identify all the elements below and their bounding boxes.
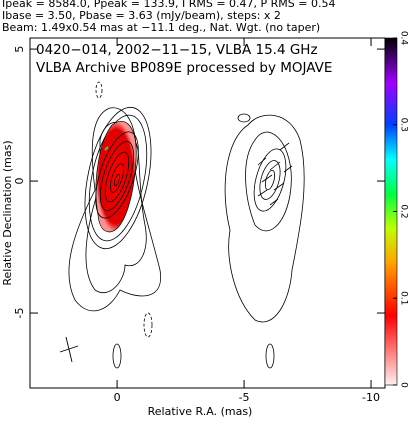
plot-frame [29,37,386,389]
chart-subtitle: VLBA Archive BP089E processed by MOJAVE [36,60,332,76]
colorbar-tick-label: 0.1 [399,291,409,305]
colorbar-tick-label: 0.3 [399,118,409,132]
x-tick-label: -5 [239,391,250,404]
contour-map [59,81,305,369]
x-tick-label: -10 [362,391,380,404]
y-tick-label: 5 [13,46,26,53]
x-tick-label: 0 [114,391,121,404]
header-line: Ipeak = 8584.0, Ppeak = 133.9, I RMS = 0… [2,0,336,10]
colorbar-tick-label: 0 [399,382,409,388]
chart-title: 0420−014, 2002−11−15, VLBA 15.4 GHz [36,42,318,58]
colorbar-tick-label: 0.4 [399,31,409,46]
y-tick-label: -5 [13,308,26,319]
header-line: Beam: 1.49x0.54 mas at −11.1 deg., Nat. … [2,21,320,34]
colorbar-tick-label: 0.2 [399,204,409,218]
header-line: Ibase = 3.50, Pbase = 3.63 (mJy/beam), s… [2,9,281,22]
x-axis-label: Relative R.A. (mas) [148,405,253,418]
y-axis-label: Relative Declination (mas) [1,140,14,285]
y-tick-label: 0 [13,178,26,185]
